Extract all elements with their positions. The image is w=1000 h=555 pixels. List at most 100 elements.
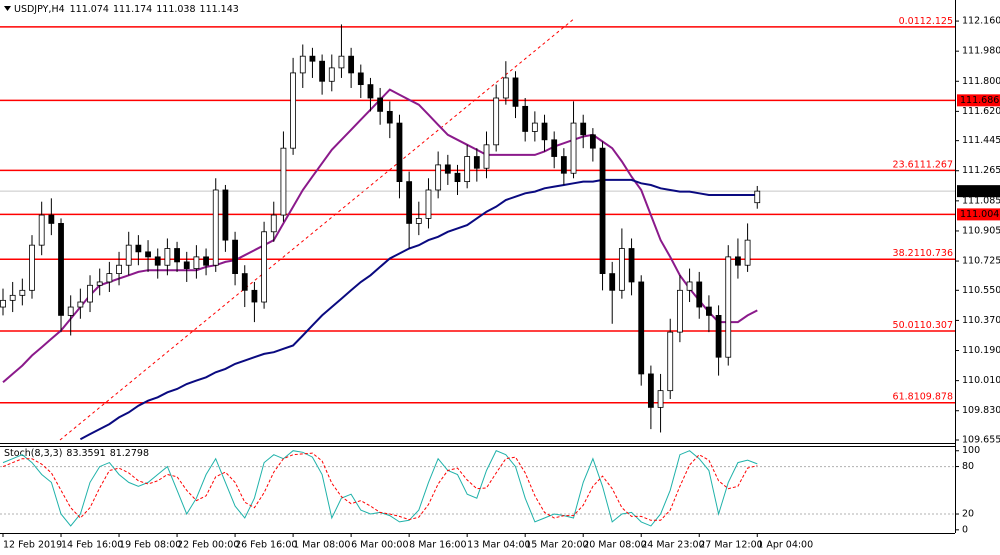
price-box-label: 111.143 <box>960 186 999 197</box>
candle-body <box>406 181 413 224</box>
candle-body <box>386 110 393 124</box>
candle-body <box>241 273 248 291</box>
candle-body <box>425 189 432 219</box>
candle-body <box>29 244 35 291</box>
candle-body <box>483 144 490 169</box>
x-tick-label: 12 Feb 2019 <box>3 540 62 551</box>
level-label: 23.6111.267 <box>893 159 953 170</box>
candle-body <box>212 189 219 266</box>
x-tick-label: 19 Feb 08:00 <box>119 540 181 551</box>
candle-body <box>38 214 45 246</box>
x-tick-label: 22 Feb 00:00 <box>177 540 239 551</box>
x-tick-label: 15 Mar 20:00 <box>525 540 588 551</box>
candle-body <box>551 139 558 157</box>
candle-body <box>9 294 16 301</box>
x-tick-label: 8 Mar 16:00 <box>409 540 466 551</box>
candle-body <box>77 301 84 308</box>
fibo-trendline <box>59 17 576 441</box>
x-tick-label: 24 Mar 23:00 <box>641 540 704 551</box>
level-label: 0.0112.125 <box>899 15 953 26</box>
candle-body <box>367 84 374 99</box>
candle-body <box>116 264 122 274</box>
candle-body <box>222 189 229 241</box>
candle-body <box>435 164 442 191</box>
candle-body <box>19 289 26 296</box>
y-tick-label: 110.370 <box>962 315 1000 326</box>
y-tick-label: 110.905 <box>962 225 1000 236</box>
level-price: 111.267 <box>914 159 953 170</box>
symbol-icon <box>4 6 11 11</box>
y-tick-label: 110.550 <box>962 285 1000 296</box>
candle-body <box>48 214 55 224</box>
y-tick-label: 20 <box>962 509 974 520</box>
candle-body <box>473 156 480 169</box>
x-tick-label: 14 Feb 16:00 <box>61 540 123 551</box>
level-ratio: 61.8 <box>893 391 914 402</box>
level-ratio: 0.0 <box>899 15 914 26</box>
candle-body <box>638 281 645 375</box>
level-ratio: 38.2 <box>893 248 914 259</box>
price-box-label: 111.686 <box>960 95 999 106</box>
candle-body <box>290 72 297 149</box>
candle-body <box>493 97 500 146</box>
candle-body <box>706 306 712 316</box>
moving-average <box>79 178 758 441</box>
candle-body <box>560 156 567 174</box>
candle-body <box>280 147 287 216</box>
candle-body <box>328 67 335 82</box>
close-value: 111.143 <box>200 4 239 15</box>
price-box <box>957 208 1000 221</box>
candle-body <box>377 97 384 112</box>
y-tick-label: 109.655 <box>962 434 1000 445</box>
indicator-name: Stoch(8,3,3) <box>4 448 62 459</box>
candle-body <box>715 315 722 358</box>
candle-body <box>667 331 674 392</box>
y-tick-label: 109.830 <box>962 405 1000 416</box>
x-tick-label: 13 Mar 04:00 <box>467 540 530 551</box>
chart-header: USDJPY,H4 111.074 111.174 111.038 111.143 <box>14 4 239 15</box>
candle-body <box>589 134 596 149</box>
candle-body <box>67 306 74 316</box>
level-label: 61.8109.878 <box>893 391 953 402</box>
candle-body <box>125 244 132 266</box>
symbol: USDJPY,H4 <box>14 4 65 15</box>
candle-body <box>580 122 587 136</box>
candle-body <box>677 289 683 333</box>
candle-body <box>744 239 751 266</box>
y-tick-label: 111.445 <box>962 135 1000 146</box>
x-tick-label: 1 Mar 08:00 <box>293 540 350 551</box>
candle-body <box>319 60 326 82</box>
candle-body <box>154 256 161 266</box>
y-tick-label: 110.190 <box>962 345 1000 356</box>
level-label: 50.0110.307 <box>893 319 953 330</box>
candle-body <box>735 256 741 266</box>
candle-body <box>502 77 509 99</box>
candle-body <box>270 214 277 233</box>
y-tick-label: 111.980 <box>962 46 1000 57</box>
x-tick-label: 27 Mar 12:00 <box>699 540 762 551</box>
stochastic-line <box>2 452 758 521</box>
candle-body <box>531 122 538 132</box>
candle-body <box>261 231 267 303</box>
candle-body <box>415 218 422 224</box>
y-tick-label: 111.800 <box>962 76 1000 87</box>
candle-body <box>647 373 654 408</box>
y-tick-label: 110.010 <box>962 375 1000 386</box>
candle-body <box>512 77 519 107</box>
main-value: 83.3591 <box>66 448 105 459</box>
candle-body <box>348 55 355 74</box>
x-tick-label: 1 Apr 04:00 <box>757 540 813 551</box>
candle-body <box>609 273 616 291</box>
level-price: 109.878 <box>914 391 953 402</box>
candle-body <box>570 122 577 174</box>
candle-body <box>203 256 209 266</box>
price-box-label: 111.004 <box>960 209 999 220</box>
y-tick-label: 0 <box>962 524 968 535</box>
level-price: 112.125 <box>914 15 953 26</box>
level-price: 110.307 <box>914 319 953 330</box>
candle-body <box>454 172 461 183</box>
candle-body <box>309 55 316 62</box>
y-tick-label: 100 <box>962 445 980 456</box>
level-price: 110.736 <box>914 248 953 259</box>
